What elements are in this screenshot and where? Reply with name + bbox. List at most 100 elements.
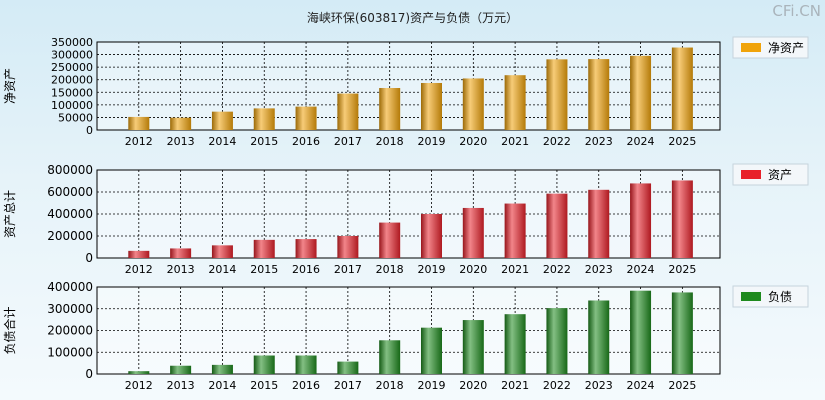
net-assets-x-tick-label: 2024 bbox=[627, 135, 655, 148]
net-assets-y-axis-label: 净资产 bbox=[3, 68, 17, 104]
total-liabilities-bar-2015 bbox=[253, 355, 275, 374]
net-assets-x-tick-label: 2016 bbox=[292, 135, 320, 148]
total-assets-bar-2025 bbox=[671, 180, 693, 258]
total-assets-x-tick-label: 2023 bbox=[585, 263, 613, 276]
total-assets-x-tick-label: 2016 bbox=[292, 263, 320, 276]
total-assets-legend bbox=[732, 163, 809, 186]
total-assets-bar-2013 bbox=[170, 248, 192, 258]
total-liabilities-y-tick-label: 200000 bbox=[47, 324, 93, 338]
net-assets-legend bbox=[732, 36, 809, 59]
total-assets-bar-2020 bbox=[462, 207, 484, 258]
total-assets-bar-2022 bbox=[546, 193, 568, 258]
total-assets-panel: 0 200000 400000 600000 800000 2012 2013 2014 201… bbox=[3, 163, 809, 276]
total-liabilities-legend bbox=[732, 285, 809, 308]
net-assets-legend-swatch bbox=[741, 43, 761, 52]
total-liabilities-bar-2013 bbox=[170, 365, 192, 374]
net-assets-x-tick-label: 2017 bbox=[334, 135, 362, 148]
total-liabilities-x-tick-label: 2016 bbox=[292, 379, 320, 392]
total-liabilities-bar-2024 bbox=[630, 290, 652, 374]
net-assets-y-tick-label: 100000 bbox=[51, 99, 93, 112]
total-liabilities-x-tick-label: 2013 bbox=[167, 379, 195, 392]
net-assets-y-tick-label: 0 bbox=[86, 124, 93, 137]
total-assets-y-axis-label: 资产总计 bbox=[3, 190, 17, 238]
total-liabilities-bar-2018 bbox=[379, 340, 401, 374]
total-assets-bar-2024 bbox=[630, 183, 652, 258]
total-liabilities-bar-2014 bbox=[211, 364, 233, 374]
total-liabilities-x-tick-label: 2015 bbox=[250, 379, 278, 392]
total-liabilities-x-tick-label: 2012 bbox=[125, 379, 153, 392]
total-liabilities-x-tick-label: 2020 bbox=[459, 379, 487, 392]
total-liabilities-legend-label: 负债 bbox=[768, 290, 792, 304]
net-assets-x-tick-label: 2013 bbox=[167, 135, 195, 148]
net-assets-plot-area bbox=[96, 41, 721, 131]
total-assets-bar-2017 bbox=[337, 236, 359, 258]
net-assets-y-tick-label: 50000 bbox=[58, 111, 93, 124]
total-liabilities-x-tick-label: 2017 bbox=[334, 379, 362, 392]
watermark-logo: CFi.CN bbox=[772, 2, 821, 20]
net-assets-bar-2016 bbox=[295, 106, 317, 130]
total-assets-bar-2021 bbox=[504, 203, 526, 258]
total-liabilities-x-tick-label: 2021 bbox=[501, 379, 529, 392]
total-liabilities-panel: 0 100000 200000 300000 400000 2012 2013 2014 201… bbox=[2, 280, 809, 392]
total-liabilities-y-tick-label: 300000 bbox=[47, 302, 93, 316]
net-assets-bar-2018 bbox=[379, 88, 401, 130]
total-liabilities-x-tick-label: 2025 bbox=[668, 379, 696, 392]
total-liabilities-x-tick-label: 2024 bbox=[627, 379, 655, 392]
net-assets-bar-2024 bbox=[630, 55, 652, 131]
total-assets-bar-2019 bbox=[420, 214, 442, 258]
total-liabilities-y-axis-label: 负债合计 bbox=[2, 306, 17, 354]
net-assets-bar-2022 bbox=[546, 59, 568, 130]
total-liabilities-y-tick-label: 0 bbox=[85, 367, 93, 381]
total-assets-bar-2023 bbox=[588, 189, 610, 258]
net-assets-y-tick-label: 250000 bbox=[51, 61, 93, 74]
net-assets-y-tick-label: 200000 bbox=[51, 74, 93, 87]
total-liabilities-bar-2019 bbox=[420, 327, 442, 374]
total-assets-plot-area bbox=[96, 169, 721, 259]
chart-title: 海峡环保(603817)资产与负债（万元） bbox=[306, 11, 519, 25]
total-liabilities-bar-2023 bbox=[588, 300, 610, 374]
total-liabilities-x-tick-label: 2019 bbox=[417, 379, 445, 392]
net-assets-bar-2015 bbox=[253, 108, 275, 130]
total-assets-bar-2014 bbox=[211, 245, 233, 258]
total-liabilities-bar-2016 bbox=[295, 355, 317, 374]
total-liabilities-plot-area bbox=[96, 286, 721, 375]
total-liabilities-legend-swatch bbox=[741, 292, 761, 301]
net-assets-y-tick-label: 300000 bbox=[51, 49, 93, 62]
net-assets-x-tick-label: 2012 bbox=[125, 135, 153, 148]
net-assets-bar-2023 bbox=[588, 59, 610, 131]
net-assets-bar-2019 bbox=[420, 82, 442, 130]
net-assets-x-tick-label: 2018 bbox=[376, 135, 404, 148]
total-assets-x-tick-label: 2015 bbox=[250, 263, 278, 276]
net-assets-bar-2025 bbox=[671, 47, 693, 130]
total-assets-y-tick-label: 400000 bbox=[47, 207, 93, 221]
net-assets-bar-2021 bbox=[504, 75, 526, 130]
total-liabilities-y-tick-label: 100000 bbox=[47, 345, 93, 359]
total-liabilities-x-tick-label: 2022 bbox=[543, 379, 571, 392]
net-assets-x-tick-label: 2025 bbox=[668, 135, 696, 148]
total-assets-x-tick-label: 2017 bbox=[334, 263, 362, 276]
total-liabilities-bar-2012 bbox=[128, 371, 150, 374]
total-liabilities-bar-2021 bbox=[504, 314, 526, 374]
total-assets-y-tick-label: 200000 bbox=[47, 229, 93, 243]
total-assets-legend-label: 资产 bbox=[768, 168, 792, 182]
net-assets-x-tick-label: 2021 bbox=[501, 135, 529, 148]
total-assets-x-tick-label: 2024 bbox=[627, 263, 655, 276]
net-assets-x-tick-label: 2022 bbox=[543, 135, 571, 148]
net-assets-bar-2014 bbox=[211, 111, 233, 130]
net-assets-panel: 0500001000001500002000002500003000003500… bbox=[3, 36, 809, 148]
total-liabilities-y-tick-label: 400000 bbox=[47, 280, 93, 294]
total-liabilities-bar-2020 bbox=[462, 320, 484, 374]
net-assets-legend-label: 净资产 bbox=[768, 41, 804, 55]
total-assets-x-tick-label: 2014 bbox=[208, 263, 236, 276]
net-assets-x-tick-label: 2019 bbox=[417, 135, 445, 148]
total-assets-x-tick-label: 2012 bbox=[125, 263, 153, 276]
net-assets-bar-2012 bbox=[128, 116, 150, 130]
net-assets-x-tick-label: 2015 bbox=[250, 135, 278, 148]
net-assets-bar-2017 bbox=[337, 93, 359, 130]
total-assets-y-tick-label: 600000 bbox=[47, 185, 93, 199]
total-liabilities-bar-2025 bbox=[671, 292, 693, 374]
net-assets-x-tick-label: 2020 bbox=[459, 135, 487, 148]
total-assets-x-tick-label: 2022 bbox=[543, 263, 571, 276]
total-assets-x-tick-label: 2020 bbox=[459, 263, 487, 276]
